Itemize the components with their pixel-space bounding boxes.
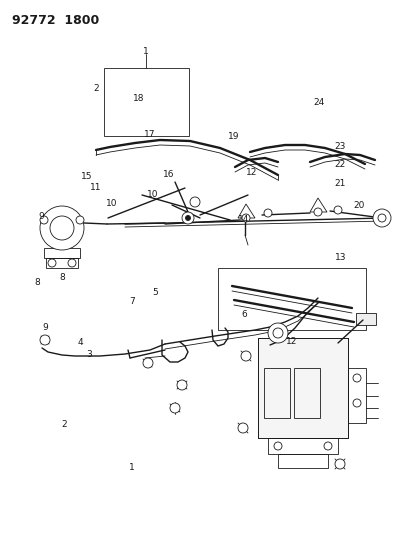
Bar: [257, 338, 347, 438]
Text: 17: 17: [144, 131, 155, 139]
Circle shape: [68, 259, 76, 267]
Circle shape: [352, 374, 360, 382]
Circle shape: [377, 214, 385, 222]
Text: 19: 19: [228, 132, 239, 141]
Circle shape: [190, 197, 199, 207]
Bar: [104, 68, 189, 136]
Circle shape: [334, 459, 344, 469]
Circle shape: [237, 423, 247, 433]
Circle shape: [267, 323, 287, 343]
Circle shape: [323, 442, 331, 450]
Text: 6: 6: [241, 310, 247, 319]
Circle shape: [76, 216, 84, 224]
Text: 23: 23: [334, 142, 345, 150]
Text: 8: 8: [59, 273, 65, 282]
Text: 9: 9: [42, 324, 48, 333]
Text: 10: 10: [147, 190, 159, 198]
Bar: [277, 454, 327, 468]
Text: 20: 20: [353, 201, 364, 209]
Circle shape: [352, 399, 360, 407]
Text: 7: 7: [128, 297, 134, 305]
Text: 3: 3: [86, 350, 92, 359]
Circle shape: [177, 380, 187, 390]
Circle shape: [240, 351, 250, 361]
Circle shape: [170, 403, 180, 413]
Bar: [293, 368, 319, 418]
Text: 1: 1: [143, 46, 149, 55]
Text: 13: 13: [334, 254, 345, 262]
Circle shape: [185, 215, 190, 221]
Text: 14: 14: [237, 215, 249, 224]
Text: 8: 8: [34, 278, 40, 287]
Text: 15: 15: [81, 173, 93, 181]
Bar: [355, 313, 375, 325]
Text: 4: 4: [78, 338, 83, 347]
Text: 24: 24: [312, 99, 324, 107]
Bar: [257, 338, 347, 438]
Circle shape: [273, 442, 281, 450]
Circle shape: [48, 259, 56, 267]
Circle shape: [40, 335, 50, 345]
Bar: [267, 438, 337, 454]
Circle shape: [50, 216, 74, 240]
Text: 21: 21: [334, 180, 345, 188]
Circle shape: [182, 212, 194, 224]
Polygon shape: [237, 204, 254, 218]
Text: 2: 2: [93, 84, 99, 93]
Circle shape: [313, 208, 321, 216]
Bar: [44, 248, 80, 258]
Circle shape: [142, 358, 153, 368]
Text: 12: 12: [245, 168, 257, 177]
Text: 10: 10: [106, 199, 117, 208]
Polygon shape: [309, 198, 326, 212]
Text: 1: 1: [128, 464, 134, 472]
Bar: [347, 368, 365, 423]
Text: 5: 5: [152, 288, 158, 296]
Text: 2: 2: [61, 420, 67, 429]
Circle shape: [40, 216, 48, 224]
Circle shape: [272, 328, 282, 338]
Bar: [218, 268, 365, 330]
Text: 12: 12: [286, 337, 297, 346]
Circle shape: [263, 209, 271, 217]
Text: 92772  1800: 92772 1800: [12, 14, 99, 27]
Circle shape: [333, 206, 341, 214]
Text: 16: 16: [163, 171, 174, 179]
Circle shape: [242, 214, 249, 222]
Circle shape: [372, 209, 390, 227]
Circle shape: [40, 206, 84, 250]
Bar: [263, 368, 289, 418]
Bar: [46, 258, 78, 268]
Text: 22: 22: [334, 160, 345, 168]
Text: 9: 9: [38, 212, 44, 221]
Text: 18: 18: [133, 94, 144, 102]
Text: 11: 11: [89, 183, 101, 192]
